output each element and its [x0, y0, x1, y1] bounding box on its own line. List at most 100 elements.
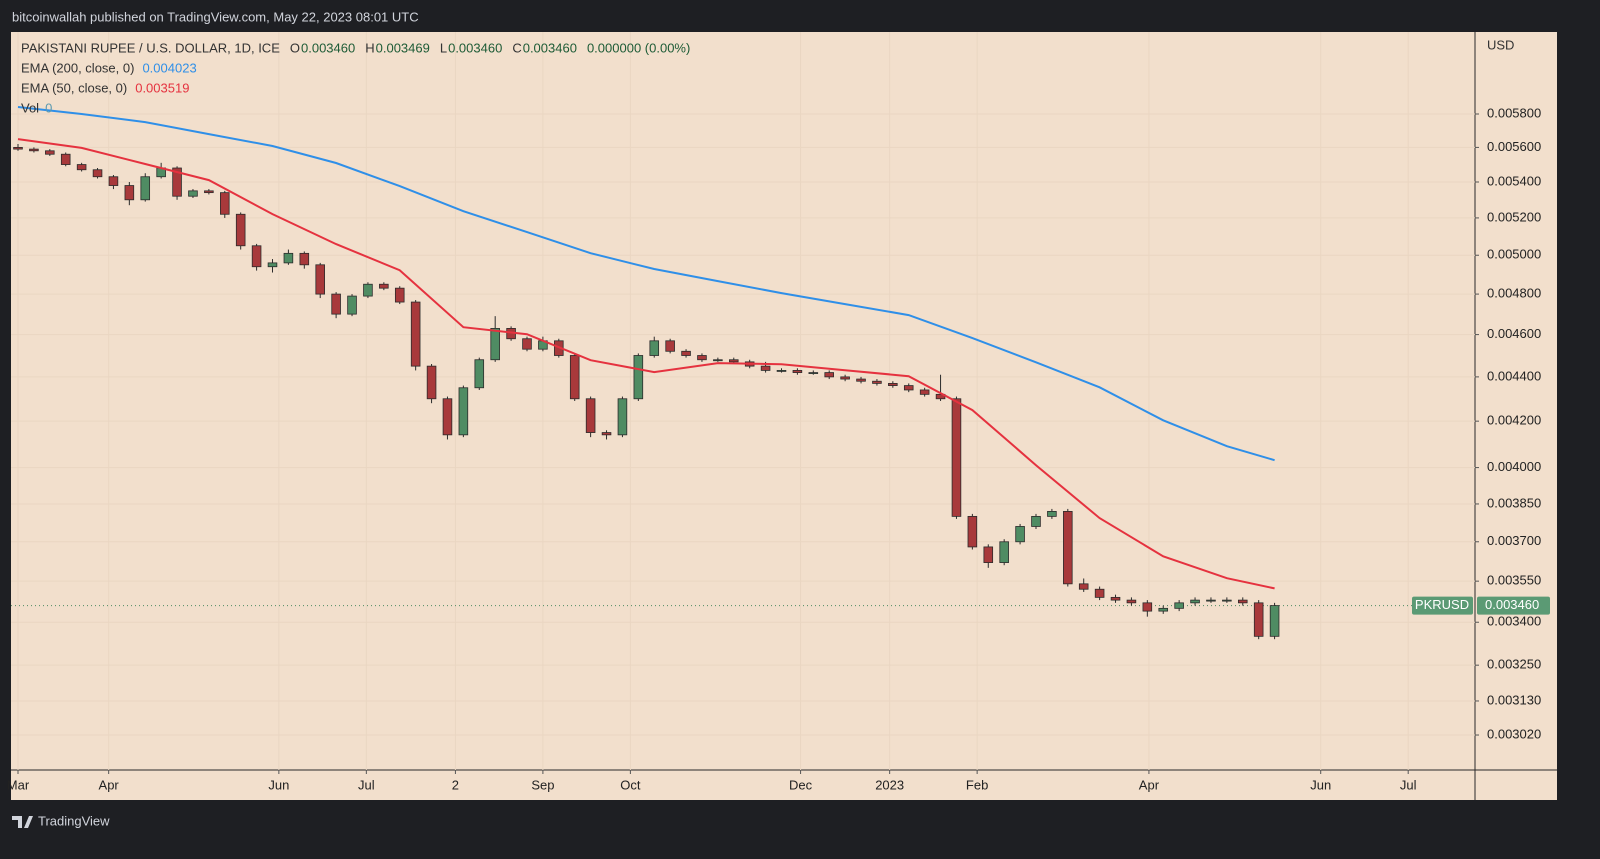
- x-tick-label: Apr: [99, 777, 120, 792]
- y-tick-label: 0.005200: [1487, 209, 1541, 224]
- candle-body: [999, 541, 1009, 563]
- candle-body: [649, 340, 660, 356]
- candle-body: [713, 359, 723, 362]
- legend-text: H: [365, 40, 374, 55]
- candle-body: [45, 150, 55, 155]
- y-tick-label: 0.003700: [1487, 533, 1541, 548]
- legend: PAKISTANI RUPEE / U.S. DOLLAR, 1D, ICE O 0…: [21, 40, 690, 115]
- candle-body: [1126, 599, 1137, 604]
- candle-body: [1094, 588, 1105, 598]
- y-axis-unit: USD: [1487, 37, 1514, 52]
- legend-text: 0.003519: [135, 80, 189, 95]
- candle-body: [1031, 515, 1041, 527]
- price-label: 0.003460: [1485, 597, 1539, 612]
- y-tick-label: 0.003550: [1487, 573, 1541, 588]
- y-tick-label: 0.004400: [1487, 368, 1541, 383]
- candle-body: [1110, 596, 1121, 601]
- candle-body: [951, 398, 962, 517]
- y-tick-label: 0.005800: [1487, 105, 1541, 120]
- legend-text: 0.000000 (0.00%): [587, 40, 690, 55]
- x-tick-label: Dec: [789, 777, 813, 792]
- y-tick-label: 0.004200: [1487, 413, 1541, 428]
- y-tick-label: 0.004600: [1487, 326, 1541, 341]
- x-tick-label: 2: [452, 777, 459, 792]
- candle-body: [1047, 511, 1057, 517]
- x-tick-label: Mar: [7, 777, 30, 792]
- candle-body: [1063, 511, 1073, 585]
- x-tick-label: Oct: [620, 777, 641, 792]
- candle-body: [888, 382, 898, 386]
- price-tag: [1477, 596, 1550, 615]
- ema-line: [17, 106, 1275, 462]
- symbol-label: PKRUSD: [1415, 597, 1469, 612]
- candle-body: [299, 252, 310, 266]
- y-tick-label: 0.005600: [1487, 139, 1541, 154]
- candle-body: [1269, 605, 1280, 637]
- candle-body: [1237, 599, 1248, 604]
- candle-body: [617, 398, 628, 436]
- y-tick-label: 0.004000: [1487, 459, 1541, 474]
- candle-body: [824, 372, 834, 378]
- candle-body: [983, 546, 994, 563]
- legend-text: EMA (50, close, 0): [21, 80, 127, 95]
- candle-body: [903, 385, 914, 391]
- legend-text: 0.004023: [142, 60, 196, 75]
- x-tick-label: Sep: [531, 777, 554, 792]
- candle-body: [760, 365, 771, 371]
- x-tick-label: Jun: [268, 777, 289, 792]
- candle-body: [601, 432, 612, 436]
- candle-body: [474, 359, 485, 389]
- candle-body: [522, 338, 532, 350]
- candle-body: [569, 355, 580, 400]
- x-tick-label: Jun: [1310, 777, 1331, 792]
- x-tick-label: Feb: [966, 777, 988, 792]
- y-tick-label: 0.005000: [1487, 247, 1541, 262]
- y-tick-label: 0.003400: [1487, 614, 1541, 629]
- candle-body: [363, 283, 373, 297]
- legend-text: O: [290, 40, 300, 55]
- candle-body: [76, 164, 87, 171]
- candle-body: [204, 190, 214, 194]
- candle-body: [331, 293, 341, 315]
- candle-body: [665, 340, 675, 352]
- candle-body: [1222, 599, 1232, 602]
- candle-body: [585, 398, 596, 433]
- logo: [12, 816, 33, 828]
- candle-body: [251, 245, 262, 268]
- candle-body: [808, 372, 819, 374]
- legend-text: 0.003460: [523, 40, 577, 55]
- candle-body: [379, 283, 389, 289]
- candle-body: [394, 287, 405, 303]
- candle-body: [490, 328, 500, 361]
- legend-text: 0.003469: [376, 40, 430, 55]
- candle-body: [458, 387, 469, 436]
- candle-body: [1253, 602, 1264, 637]
- x-tick-label: Apr: [1139, 777, 1160, 792]
- legend-text: 0: [45, 100, 52, 115]
- legend-text: Vol: [21, 100, 39, 115]
- candle-body: [29, 148, 39, 152]
- candle-body: [235, 213, 246, 247]
- legend-text: EMA (200, close, 0): [21, 60, 134, 75]
- candle-body: [108, 176, 119, 186]
- brand: TradingView: [38, 813, 110, 828]
- candle-body: [1142, 602, 1153, 612]
- ema-line: [17, 138, 1275, 590]
- candle-body: [92, 169, 103, 178]
- y-tick-label: 0.003020: [1487, 726, 1541, 741]
- x-tick-label: Jul: [1400, 777, 1417, 792]
- legend-text: PAKISTANI RUPEE / U.S. DOLLAR, 1D, ICE: [21, 40, 280, 55]
- candle-body: [267, 262, 278, 268]
- candle-body: [872, 380, 882, 384]
- candle-body: [776, 370, 787, 372]
- candle-body: [60, 153, 71, 165]
- candle-body: [697, 355, 707, 361]
- y-tick-label: 0.003850: [1487, 495, 1541, 510]
- x-tick-label: 2023: [875, 777, 904, 792]
- y-tick-label: 0.005400: [1487, 173, 1541, 188]
- candle-body: [792, 370, 803, 373]
- candle-body: [188, 190, 198, 197]
- candle-body: [1158, 607, 1169, 612]
